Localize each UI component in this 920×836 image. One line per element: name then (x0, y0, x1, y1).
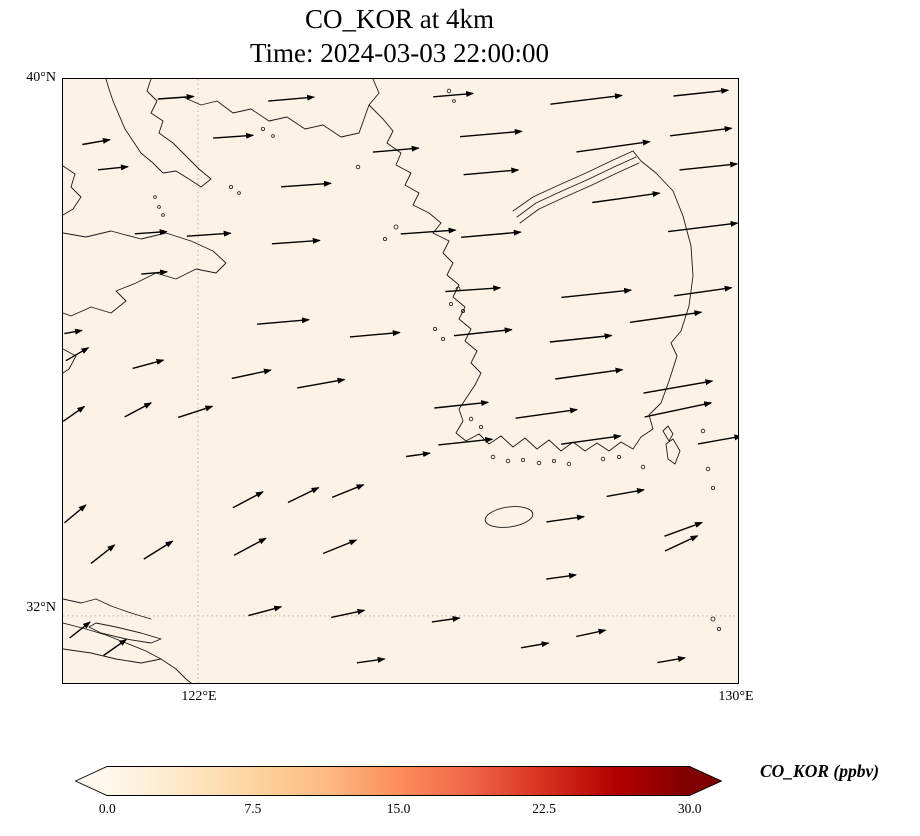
chart-title: CO_KOR at 4km (305, 4, 494, 34)
small-islands (153, 88, 722, 632)
ytick-32n: 32°N (26, 600, 56, 615)
coastline-jiangsu (63, 348, 77, 374)
island-tsushima-north (662, 425, 674, 442)
coastline-yangtze-south (63, 622, 162, 660)
wind-arrows (63, 87, 738, 664)
coastline-river-1 (512, 150, 634, 212)
xtick-130e: 130°E (718, 689, 754, 704)
colorbar-tick-label: 7.5 (244, 801, 262, 816)
coastline-yangtze-north (63, 598, 152, 620)
map-plot-area (62, 78, 739, 684)
gridlines (63, 79, 738, 683)
coastlines (63, 79, 722, 683)
coastline-bohai (63, 165, 82, 216)
colorbar-svg (74, 766, 723, 796)
island-chongming (88, 622, 162, 644)
chart-subtitle: Time: 2024-03-03 22:00:00 (249, 38, 550, 68)
colorbar-tick-label: 22.5 (532, 801, 556, 816)
map-svg (63, 79, 738, 683)
island-jeju (484, 506, 534, 528)
colorbar-label: CO_KOR (ppbv) (760, 761, 880, 781)
coastline-nw-korea (182, 96, 370, 138)
coastline-zhejiang (160, 658, 192, 683)
colorbar-ticks: 0.0 7.5 15.0 22.5 30.0 (75, 801, 722, 819)
coastline-river-3 (519, 162, 640, 224)
colorbar: 0.0 7.5 15.0 22.5 30.0 (74, 766, 723, 819)
colorbar-gradient (74, 766, 723, 796)
coastline-shandong (63, 230, 227, 317)
xtick-122e: 122°E (181, 689, 217, 704)
coastline-hangzhou-bay (63, 648, 162, 664)
colorbar-tick-label: 15.0 (386, 801, 411, 816)
coastline-korea (368, 79, 694, 452)
island-tsushima-south (665, 438, 681, 465)
ytick-40n: 40°N (26, 70, 56, 85)
coastline-river-2 (516, 156, 637, 218)
colorbar-tick-label: 30.0 (677, 801, 702, 816)
coastline-liaodong (105, 79, 212, 188)
colorbar-tick-label: 0.0 (98, 801, 116, 816)
